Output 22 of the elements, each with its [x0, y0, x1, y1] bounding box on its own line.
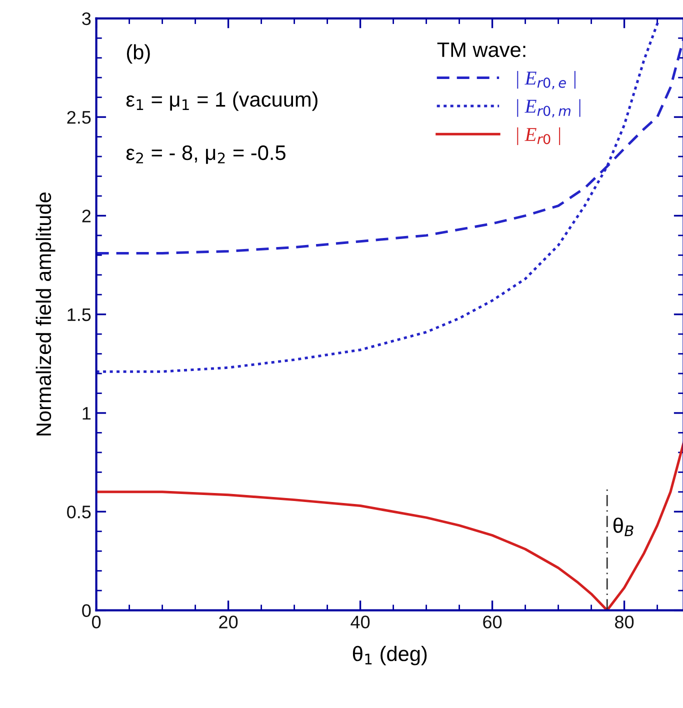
- y-tick-label: 1: [82, 407, 91, 420]
- annotation: ε$_{1}$ = μ$_{1}$ = 1 (vacuum): [126, 91, 318, 111]
- annotation: (b): [126, 44, 150, 64]
- x-axis-title: θ$_{1}$ (deg): [352, 646, 427, 666]
- y-tick-label: 2.5: [67, 110, 91, 124]
- legend-label: | E$_{r0,m}$ |: [517, 99, 580, 118]
- legend-label: | E$_{r0,e}$ |: [517, 70, 576, 90]
- x-tick-label: 80: [615, 616, 634, 628]
- y-tick-label: 1.5: [68, 308, 91, 322]
- annotation: ε$_{2}$ = - 8, μ$_{2}$ = -0.5: [126, 145, 286, 164]
- x-tick-label: 20: [219, 616, 238, 628]
- x-tick-label: 0: [92, 616, 101, 628]
- y-tick-label: 0.5: [67, 506, 91, 518]
- legend-label: | E$_{r0}$ |: [517, 127, 560, 146]
- legend-title: TM wave:: [437, 42, 526, 58]
- x-tick-label: 40: [350, 616, 370, 628]
- x-tick-label: 60: [483, 616, 502, 628]
- y-tick-label: 0: [82, 604, 91, 618]
- y-tick-label: 2: [82, 210, 91, 222]
- y-axis-title: Normalized field amplitude: [36, 192, 56, 436]
- ref-line-label: θ$_{B}$: [613, 518, 634, 536]
- y-tick-label: 3: [82, 12, 91, 26]
